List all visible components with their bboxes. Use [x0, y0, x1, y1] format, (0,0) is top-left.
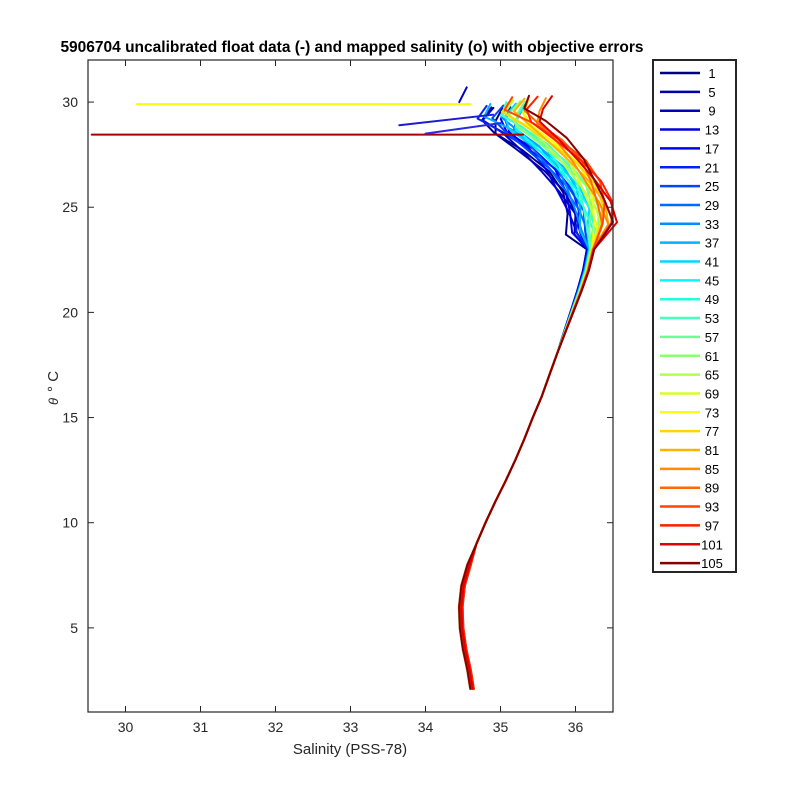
x-tick-label-31: 31 — [193, 719, 209, 735]
legend-label-53: 53 — [705, 311, 719, 326]
plot-area: 30 31 32 33 34 35 36 5 10 15 20 25 30 — [62, 59, 618, 735]
y-tick-label-10: 10 — [62, 515, 78, 531]
x-tick-label-36: 36 — [568, 719, 584, 735]
x-tick-label-33: 33 — [343, 719, 359, 735]
legend-label-29: 29 — [705, 198, 719, 213]
y-tick-label-30: 30 — [62, 94, 78, 110]
outlier-layer — [90, 86, 524, 136]
legend-label-101: 101 — [701, 537, 723, 552]
outlier-segment-9 — [458, 86, 468, 104]
legend-label-9: 9 — [708, 104, 715, 119]
x-tick-label-32: 32 — [268, 719, 284, 735]
y-tick-label-20: 20 — [62, 304, 78, 320]
tick-layer: 30 31 32 33 34 35 36 5 10 15 20 25 30 — [62, 60, 613, 735]
y-tick-label-5: 5 — [70, 620, 78, 636]
x-tick-label-35: 35 — [493, 719, 509, 735]
legend-label-57: 57 — [705, 330, 719, 345]
legend-label-93: 93 — [705, 500, 719, 515]
outlier-segment-17 — [424, 122, 502, 135]
x-axis-label: Salinity (PSS-78) — [293, 741, 407, 758]
legend-box — [652, 59, 737, 573]
legend-label-69: 69 — [705, 386, 719, 401]
legend-label-5: 5 — [708, 85, 715, 100]
legend-label-37: 37 — [705, 236, 719, 251]
legend-label-17: 17 — [705, 141, 719, 156]
legend-label-77: 77 — [705, 424, 719, 439]
y-tick-label-15: 15 — [62, 410, 78, 426]
legend-label-61: 61 — [705, 349, 719, 364]
legend-label-105: 105 — [701, 556, 723, 571]
legend-label-73: 73 — [705, 405, 719, 420]
legend-label-85: 85 — [705, 462, 719, 477]
series-layer — [457, 94, 618, 690]
legend-label-45: 45 — [705, 273, 719, 288]
chart-title: 5906704 uncalibrated float data (-) and … — [60, 39, 643, 56]
legend: 1 5 9 13 17 21 25 29 33 37 41 45 49 53 57 61 65 69 73 77 81 8… — [652, 59, 737, 573]
legend-label-49: 49 — [705, 292, 719, 307]
y-tick-label-25: 25 — [62, 199, 78, 215]
y-axis-symbol: θ — [46, 398, 61, 405]
y-axis-label: θ ° C — [45, 371, 62, 405]
legend-label-97: 97 — [705, 518, 719, 533]
plot-background — [88, 60, 613, 712]
legend-label-81: 81 — [705, 443, 719, 458]
x-tick-label-30: 30 — [118, 719, 134, 735]
legend-label-21: 21 — [705, 160, 719, 175]
outlier-segment-13 — [398, 113, 494, 127]
y-axis-unit: ° C — [45, 371, 62, 392]
legend-label-13: 13 — [705, 123, 719, 138]
legend-label-1: 1 — [708, 66, 715, 81]
legend-label-65: 65 — [705, 368, 719, 383]
legend-label-89: 89 — [705, 481, 719, 496]
legend-items: 1 5 9 13 17 21 25 29 33 37 41 45 49 53 57 61 65 69 73 77 81 8… — [660, 66, 723, 571]
legend-label-41: 41 — [705, 255, 719, 270]
legend-label-33: 33 — [705, 217, 719, 232]
x-tick-label-34: 34 — [418, 719, 434, 735]
legend-label-25: 25 — [705, 179, 719, 194]
series-line-105 — [458, 94, 614, 690]
